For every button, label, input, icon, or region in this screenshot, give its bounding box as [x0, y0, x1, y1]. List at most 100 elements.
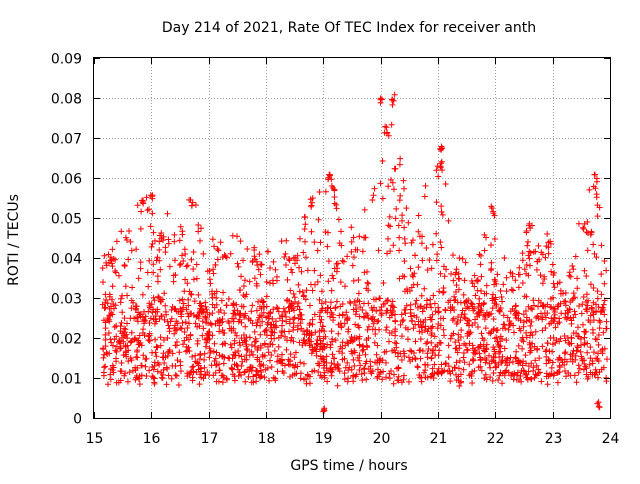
data-point [440, 326, 447, 333]
data-point [438, 244, 445, 251]
data-point [374, 342, 381, 349]
x-tick-label: 20 [373, 431, 391, 447]
data-point [396, 275, 403, 282]
data-point [417, 303, 424, 310]
data-point [532, 328, 539, 335]
data-point [531, 343, 538, 350]
data-point [220, 289, 227, 296]
data-point [150, 229, 157, 236]
data-point [271, 347, 278, 354]
data-point [527, 332, 534, 339]
data-point [492, 278, 499, 285]
data-point [519, 279, 526, 286]
data-point [292, 298, 299, 305]
data-point [535, 242, 542, 249]
data-point [315, 369, 322, 376]
data-point [441, 332, 448, 339]
data-point [336, 368, 343, 375]
data-point [176, 262, 183, 269]
data-point [521, 293, 528, 300]
data-point [423, 340, 430, 347]
data-point [287, 351, 294, 358]
data-point [279, 313, 286, 320]
data-point [336, 348, 343, 355]
data-point [391, 311, 398, 318]
data-point [151, 237, 158, 244]
data-point [260, 309, 267, 316]
data-point [233, 332, 240, 339]
data-point [513, 309, 520, 316]
data-point [324, 305, 331, 312]
data-point [348, 238, 355, 245]
data-point [189, 374, 196, 381]
data-point [450, 277, 457, 284]
data-point [461, 311, 468, 318]
data-point [424, 354, 431, 361]
data-point [301, 331, 308, 338]
data-point [261, 328, 268, 335]
data-point [471, 283, 478, 290]
data-point [328, 287, 335, 294]
data-point [325, 258, 332, 265]
data-point [125, 358, 132, 365]
data-point [257, 344, 264, 351]
data-point [571, 308, 578, 315]
data-point [421, 285, 428, 292]
data-point [162, 302, 169, 309]
data-point [392, 317, 399, 324]
data-point [429, 311, 436, 318]
data-point [108, 260, 115, 267]
x-tick-label: 19 [315, 431, 333, 447]
data-point [220, 360, 227, 367]
data-point [409, 317, 416, 324]
data-point [156, 294, 163, 301]
data-point [537, 272, 544, 279]
data-point [574, 333, 581, 340]
data-point [471, 320, 478, 327]
data-point [126, 227, 133, 234]
data-point [110, 369, 117, 376]
data-point [374, 374, 381, 381]
data-point [383, 374, 390, 381]
data-point [318, 288, 325, 295]
data-point [294, 252, 301, 259]
data-point [348, 366, 355, 373]
data-point [415, 321, 422, 328]
data-point [535, 315, 542, 322]
data-point [269, 329, 276, 336]
data-point [166, 328, 173, 335]
data-point [446, 367, 453, 374]
data-point [372, 296, 379, 303]
data-point [160, 366, 167, 373]
data-point [270, 258, 277, 265]
data-point [138, 372, 145, 379]
data-point [199, 318, 206, 325]
data-point [453, 282, 460, 289]
data-point [532, 371, 539, 378]
data-point [520, 367, 527, 374]
data-point [422, 361, 429, 368]
data-point [235, 347, 242, 354]
data-point [511, 370, 518, 377]
data-point [476, 343, 483, 350]
data-point [516, 359, 523, 366]
data-point [516, 377, 523, 384]
data-point [492, 350, 499, 357]
data-point [399, 217, 406, 224]
data-point [202, 343, 209, 350]
data-point [551, 308, 558, 315]
data-point [161, 290, 168, 297]
data-point [520, 319, 527, 326]
data-point [319, 323, 326, 330]
plot-frame [93, 57, 611, 419]
data-point [179, 319, 186, 326]
data-point [182, 276, 189, 283]
data-point [133, 246, 140, 253]
data-point [539, 343, 546, 350]
data-point [139, 197, 146, 204]
data-point [429, 241, 436, 248]
data-point [420, 369, 427, 376]
data-point [140, 308, 147, 315]
data-point [460, 291, 467, 298]
data-point [359, 377, 366, 384]
